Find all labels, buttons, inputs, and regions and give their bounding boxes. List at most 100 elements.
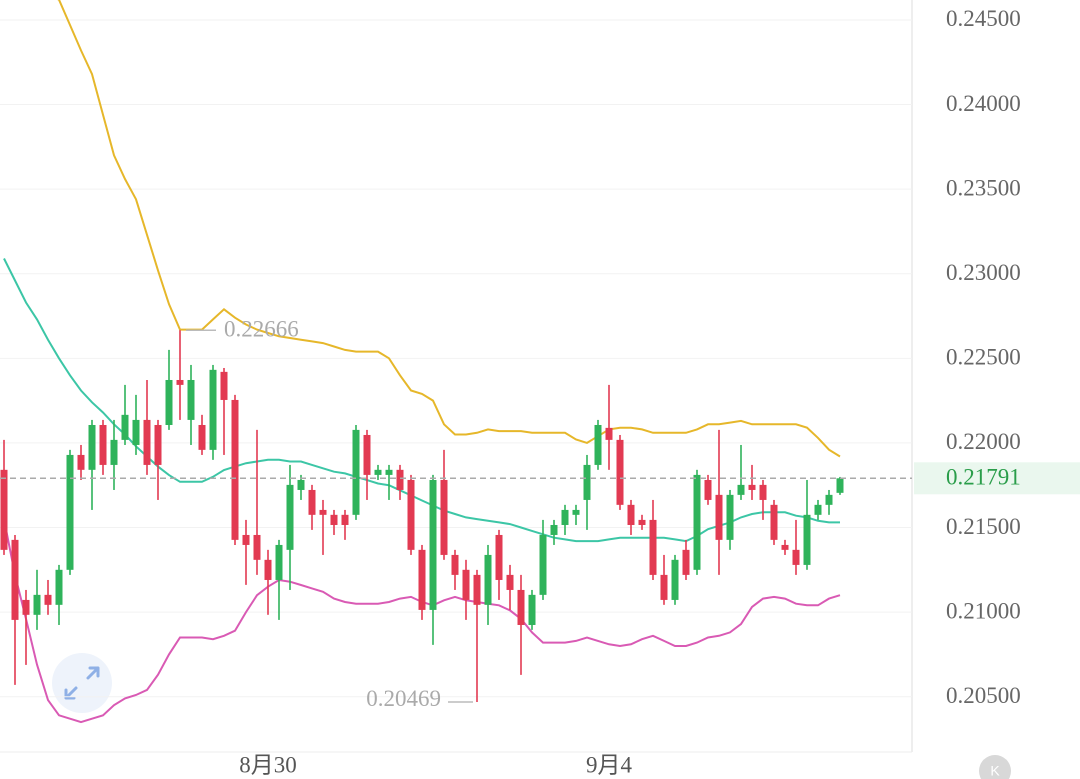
y-tick-label: 0.20500 (946, 683, 1021, 708)
candle-body (110, 439, 118, 465)
candle-body (374, 469, 382, 475)
candle-body (792, 549, 800, 565)
candle-body (803, 514, 811, 565)
x-tick-label: 8月30 (239, 752, 297, 777)
candle-body (484, 554, 492, 605)
candle-body (264, 559, 272, 580)
expand-arrows[interactable] (64, 666, 100, 700)
logo-bg (979, 755, 1011, 779)
y-tick-label: 0.24500 (946, 6, 1021, 31)
candle-body (462, 569, 470, 600)
candle-body (616, 439, 624, 505)
expand-icon[interactable] (52, 653, 112, 713)
candle-body (176, 379, 184, 385)
candle-body (429, 479, 437, 610)
candle-body (451, 554, 459, 575)
candle-body (165, 379, 173, 425)
candle-body (671, 559, 679, 600)
candle-body (561, 509, 569, 525)
last-price-label: 0.21791 (946, 465, 1021, 490)
candle-body (759, 484, 767, 500)
band-line (3, 258, 840, 543)
candle-body (770, 504, 778, 540)
candle-body (726, 494, 734, 540)
candle-body (638, 519, 646, 525)
candle-body (715, 494, 723, 540)
candle-body (418, 549, 426, 610)
candle-body (495, 534, 503, 580)
candle-body (88, 424, 96, 470)
candle-body (319, 509, 327, 515)
candle-body (407, 479, 415, 550)
candle-body (737, 484, 745, 495)
candle-body (814, 504, 822, 515)
candle-body (275, 544, 283, 580)
candle-body (627, 504, 635, 525)
candle-body (143, 419, 151, 465)
max-annotation: 0.22666 (224, 317, 299, 342)
candle-body (363, 434, 371, 475)
candle-body (473, 574, 481, 605)
y-tick-label: 0.22500 (946, 345, 1021, 370)
y-tick-label: 0.22000 (946, 429, 1021, 454)
candle-body (396, 469, 404, 490)
min-annotation: 0.20469 (366, 686, 441, 711)
candle-body (605, 427, 613, 440)
candle-body (506, 574, 514, 590)
candle-body (385, 469, 393, 475)
y-tick-label: 0.21000 (946, 598, 1021, 623)
candle-body (286, 484, 294, 550)
candle-body (517, 589, 525, 625)
candle-body (660, 574, 668, 600)
candle-body (11, 539, 19, 620)
x-tick-label: 9月4 (586, 752, 633, 777)
candle-body (242, 534, 250, 545)
candle-body (308, 489, 316, 515)
candle-body (693, 474, 701, 570)
y-tick-label: 0.21500 (946, 514, 1021, 539)
candle-body (583, 464, 591, 500)
candle-body (187, 379, 195, 420)
candle-body (0, 469, 8, 550)
candle-body (198, 424, 206, 450)
expand-bg[interactable] (52, 653, 112, 713)
candle-body (649, 519, 657, 575)
candle-body (231, 399, 239, 540)
candle-body (33, 594, 41, 615)
candle-body (781, 544, 789, 550)
candle-body (297, 479, 305, 490)
candle-body (594, 424, 602, 465)
candle-body (836, 478, 844, 493)
candle-body (704, 479, 712, 500)
candle-body (528, 594, 536, 625)
candle-body (341, 514, 349, 525)
y-tick-label: 0.23500 (946, 175, 1021, 200)
candle-body (550, 524, 558, 535)
candle-body (352, 429, 360, 515)
candle-body (825, 494, 833, 505)
candle-body (539, 534, 547, 595)
plot-area (0, 0, 912, 724)
candle-body (440, 479, 448, 555)
candle-body (154, 424, 162, 465)
band-line (57, 0, 841, 458)
candle-body (55, 569, 63, 605)
last-price-badge (914, 462, 1080, 495)
candle-body (572, 509, 580, 515)
candle-body (77, 454, 85, 470)
logo: K (990, 763, 1000, 779)
candle-body (220, 371, 228, 400)
candle-body (66, 454, 74, 570)
candle-body (132, 419, 140, 445)
candle-body (22, 599, 30, 615)
candle-body (330, 514, 338, 525)
candle-body (253, 534, 261, 560)
candle-body (682, 549, 690, 575)
candle-body (209, 369, 217, 450)
y-tick-label: 0.23000 (946, 260, 1021, 285)
y-tick-label: 0.24000 (946, 91, 1021, 116)
candle-body (44, 594, 52, 605)
candle-body (748, 484, 756, 490)
candle-body (121, 414, 129, 440)
